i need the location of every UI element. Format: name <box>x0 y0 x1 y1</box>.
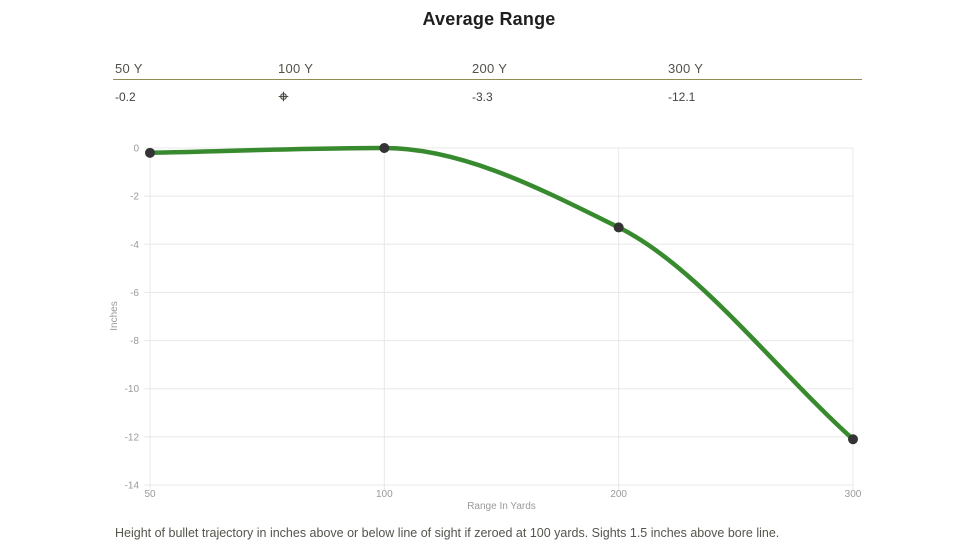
y-tick-label: -14 <box>125 481 140 492</box>
range-value-200y: -3.3 <box>472 90 493 104</box>
data-point-50yd[interactable] <box>145 147 155 158</box>
x-axis-title: Range In Yards <box>467 501 536 512</box>
y-tick-label: -8 <box>130 336 139 347</box>
range-header-50y: 50 Y <box>115 61 143 76</box>
y-tick-label: -10 <box>125 384 140 395</box>
x-tick-label: 200 <box>610 489 627 500</box>
y-tick-label: 0 <box>133 144 139 155</box>
range-summary-table: 50 Y 100 Y 200 Y 300 Y -0.2 -3.3 -12.1 <box>113 61 862 107</box>
page-title: Average Range <box>422 9 556 29</box>
range-value-300y: -12.1 <box>668 90 696 104</box>
range-header-100y: 100 Y <box>278 61 314 76</box>
range-table-header-row: 50 Y 100 Y 200 Y 300 Y <box>113 61 862 79</box>
y-tick-label: -6 <box>130 288 139 299</box>
scope-crosshair-icon <box>278 91 289 102</box>
range-header-300y: 300 Y <box>668 61 704 76</box>
x-tick-label: 50 <box>144 489 156 500</box>
range-header-200y: 200 Y <box>472 61 508 76</box>
y-tick-label: -12 <box>125 432 140 443</box>
data-point-300yd[interactable] <box>848 434 858 445</box>
y-axis-title: Inches <box>109 301 120 330</box>
y-tick-label: -2 <box>130 192 139 203</box>
range-value-50y: -0.2 <box>115 90 136 104</box>
data-point-200yd[interactable] <box>613 222 624 233</box>
x-tick-label: 100 <box>376 489 393 500</box>
y-tick-label: -4 <box>130 240 139 251</box>
chart-caption: Height of bullet trajectory in inches ab… <box>115 526 780 540</box>
trajectory-line <box>147 145 856 442</box>
range-table-divider <box>113 79 862 80</box>
range-value-100y <box>278 90 289 104</box>
x-tick-label: 300 <box>845 489 862 500</box>
data-point-100yd[interactable] <box>379 143 390 153</box>
range-table-values-row: -0.2 -3.3 -12.1 <box>113 90 862 108</box>
